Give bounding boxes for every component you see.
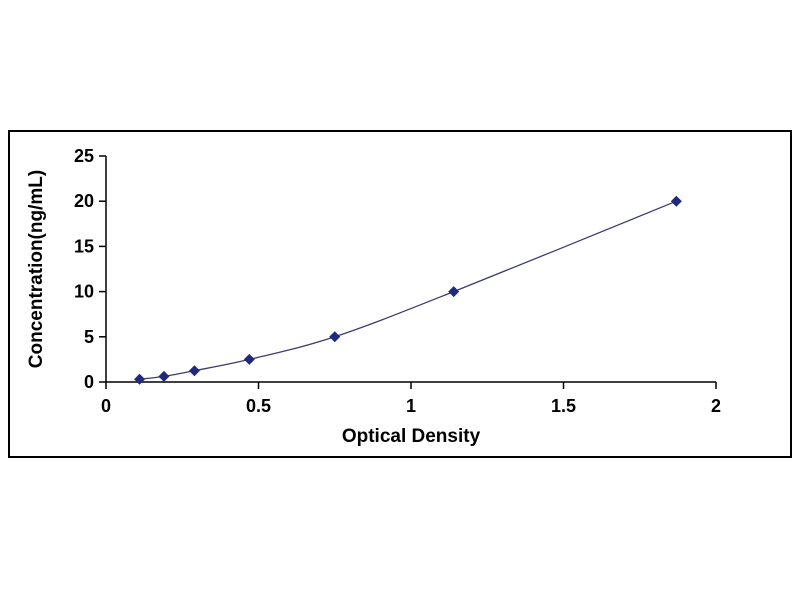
x-tick-label: 0 — [101, 396, 111, 416]
data-point-marker — [134, 373, 146, 385]
data-point-marker — [158, 370, 170, 382]
data-point-marker — [670, 195, 682, 207]
standard-curve-line — [139, 200, 677, 380]
y-axis-title: Concentration(ng/mL) — [26, 170, 47, 368]
data-point-marker — [188, 365, 200, 377]
data-point-marker — [243, 353, 255, 365]
y-tick-label: 10 — [74, 282, 94, 302]
x-axis-title: Optical Density — [342, 426, 481, 447]
y-tick-label: 15 — [74, 236, 94, 256]
data-point-marker — [329, 331, 341, 343]
y-tick-label: 25 — [74, 146, 94, 166]
x-tick-label: 0.5 — [246, 396, 271, 416]
y-tick-label: 0 — [84, 372, 94, 392]
x-tick-label: 2 — [711, 396, 721, 416]
x-tick-label: 1 — [406, 396, 416, 416]
y-tick-label: 20 — [74, 191, 94, 211]
chart-frame: 0 0.5 1 1.5 2 0 5 10 15 20 25 Optical Density Conc… — [8, 130, 792, 458]
x-tick-label: 1.5 — [551, 396, 576, 416]
y-tick-label: 5 — [84, 327, 94, 347]
data-point-marker — [448, 286, 460, 298]
